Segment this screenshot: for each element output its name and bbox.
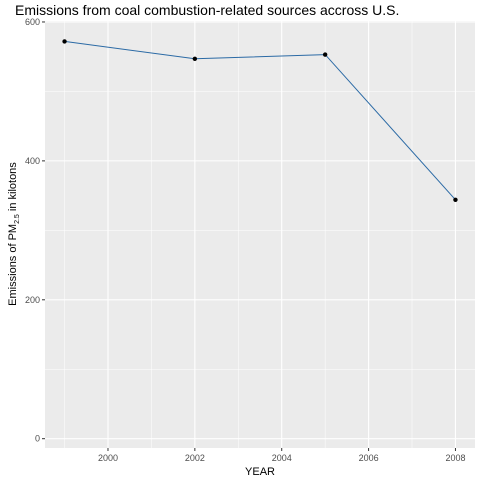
series-line (64, 40, 456, 201)
plot-panel (45, 21, 475, 448)
y-axis-title-suffix: in kilotons (7, 162, 19, 214)
x-axis-title: YEAR (245, 466, 275, 478)
y-axis-title-subscript: 2.5 (14, 214, 21, 224)
x-tick-label: 2002 (185, 453, 205, 463)
data-point (192, 56, 198, 61)
x-tick-label: 2008 (445, 453, 465, 463)
axes: 0 200 400 600 2000 2002 2004 2006 2008 (25, 17, 466, 463)
y-axis-title-prefix: Emissions of PM (7, 224, 19, 306)
y-tick-label: 400 (25, 156, 40, 166)
chart-title: Emissions from coal combustion-related s… (15, 2, 399, 18)
x-tick-label: 2006 (359, 453, 379, 463)
y-axis-title: Emissions of PM2.5 in kilotons (7, 162, 21, 306)
data-point (62, 39, 67, 44)
y-tick-label: 0 (35, 434, 40, 444)
gridlines (45, 21, 475, 448)
data-layer (62, 39, 458, 202)
data-point (322, 52, 328, 57)
y-tick-label: 200 (25, 295, 40, 305)
x-tick-label: 2000 (98, 453, 118, 463)
y-tick-label: 600 (25, 17, 40, 27)
data-point (453, 197, 458, 202)
x-tick-label: 2004 (272, 453, 292, 463)
